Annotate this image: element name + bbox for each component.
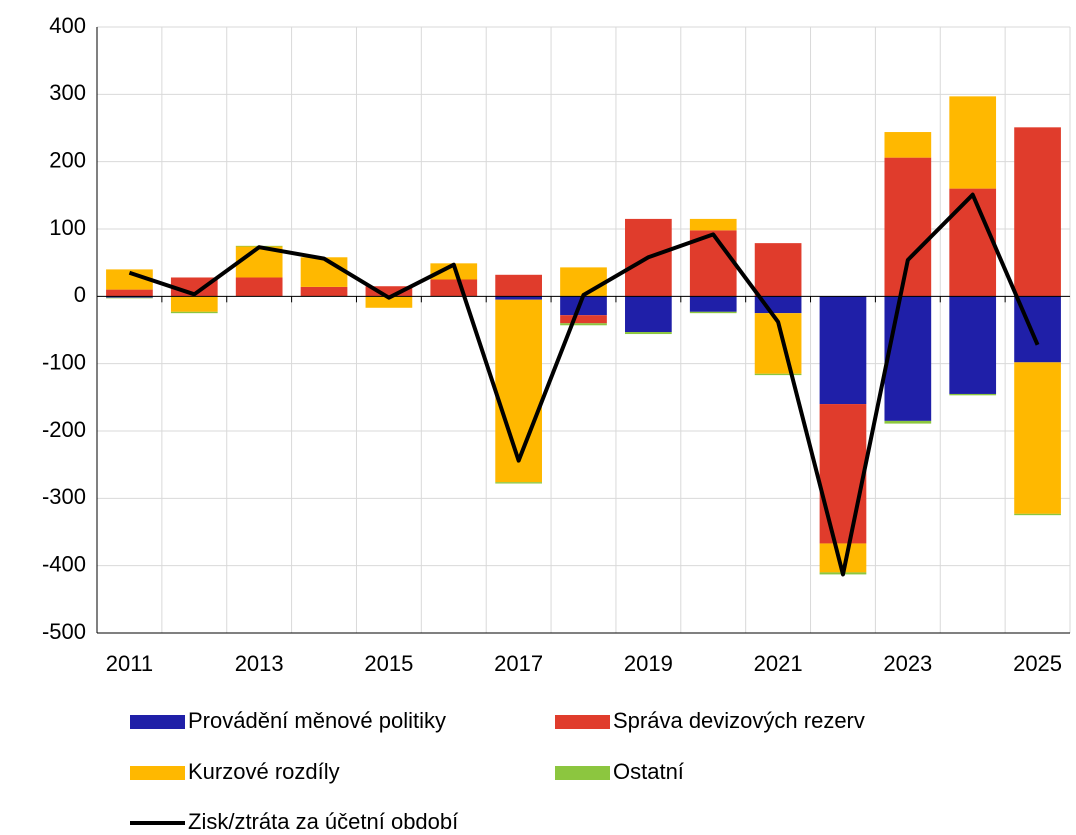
- x-tick-label: 2023: [883, 651, 932, 676]
- bar-segment: [819, 404, 867, 544]
- legend-swatch: [555, 766, 610, 780]
- bar-segment: [495, 274, 542, 297]
- bar-segment: [819, 296, 867, 405]
- bar-segment: [170, 311, 218, 314]
- bar-segment: [689, 218, 737, 231]
- y-tick-label: -100: [42, 349, 86, 374]
- bar-segment: [949, 393, 997, 396]
- y-tick-label: -200: [42, 417, 86, 442]
- bar-segment: [560, 315, 607, 324]
- bar-segment: [560, 323, 607, 326]
- bar-segment: [884, 157, 932, 297]
- bar-segment: [1014, 513, 1061, 516]
- x-tick-label: 2025: [1013, 651, 1062, 676]
- y-tick-label: 300: [49, 80, 86, 105]
- bar-segment: [106, 289, 153, 297]
- bar-segment: [300, 257, 348, 287]
- bar-segment: [106, 269, 153, 290]
- bar-segment: [495, 299, 542, 483]
- bar-segment: [754, 243, 802, 297]
- legend-label: Provádění měnové politiky: [188, 708, 446, 733]
- bar-segment: [625, 332, 672, 335]
- bar-segment: [949, 296, 997, 394]
- bar-segment: [689, 296, 737, 312]
- bar-segment: [1014, 362, 1061, 514]
- y-tick-label: 200: [49, 147, 86, 172]
- bar-segment: [430, 279, 478, 297]
- y-tick-label: 100: [49, 215, 86, 240]
- bar-segment: [949, 188, 997, 297]
- bar-segment: [495, 482, 542, 484]
- y-tick-label: 0: [74, 282, 86, 307]
- bar-segment: [1014, 127, 1061, 297]
- legend-label: Správa devizových rezerv: [613, 708, 865, 733]
- bar-segment: [884, 420, 932, 424]
- bar-segment: [560, 296, 607, 316]
- bar-segment: [300, 286, 348, 297]
- bar-segment: [365, 286, 413, 297]
- x-tick-label: 2021: [754, 651, 803, 676]
- bar-segment: [884, 296, 932, 421]
- bar-segment: [235, 277, 283, 297]
- x-tick-label: 2017: [494, 651, 543, 676]
- legend-label: Zisk/ztráta za účetní období: [188, 809, 458, 834]
- bar-segment: [430, 263, 478, 280]
- y-tick-label: -300: [42, 484, 86, 509]
- y-tick-label: 400: [49, 13, 86, 38]
- legend-swatch: [130, 715, 185, 729]
- bar-segment: [884, 132, 932, 158]
- legend-swatch: [555, 715, 610, 729]
- x-tick-label: 2011: [106, 651, 153, 676]
- legend-label: Kurzové rozdíly: [188, 759, 340, 784]
- bar-segment: [625, 296, 672, 333]
- profit-line: [128, 192, 1040, 577]
- bar-segment: [689, 311, 737, 314]
- y-tick-label: -400: [42, 551, 86, 576]
- bar-segment: [106, 297, 153, 299]
- bar-segment: [949, 96, 997, 189]
- bar-segment: [365, 296, 413, 308]
- bar-segment: [106, 296, 153, 298]
- x-tick-label: 2013: [235, 651, 284, 676]
- x-tick-label: 2019: [624, 651, 673, 676]
- bar-segment: [495, 296, 542, 300]
- bar-segment: [170, 296, 218, 312]
- bar-segment: [754, 373, 802, 376]
- x-tick-label: 2015: [364, 651, 413, 676]
- legend-label: Ostatní: [613, 759, 684, 784]
- legend-swatch: [130, 766, 185, 780]
- bar-segment: [560, 267, 607, 297]
- y-tick-label: -500: [42, 619, 86, 644]
